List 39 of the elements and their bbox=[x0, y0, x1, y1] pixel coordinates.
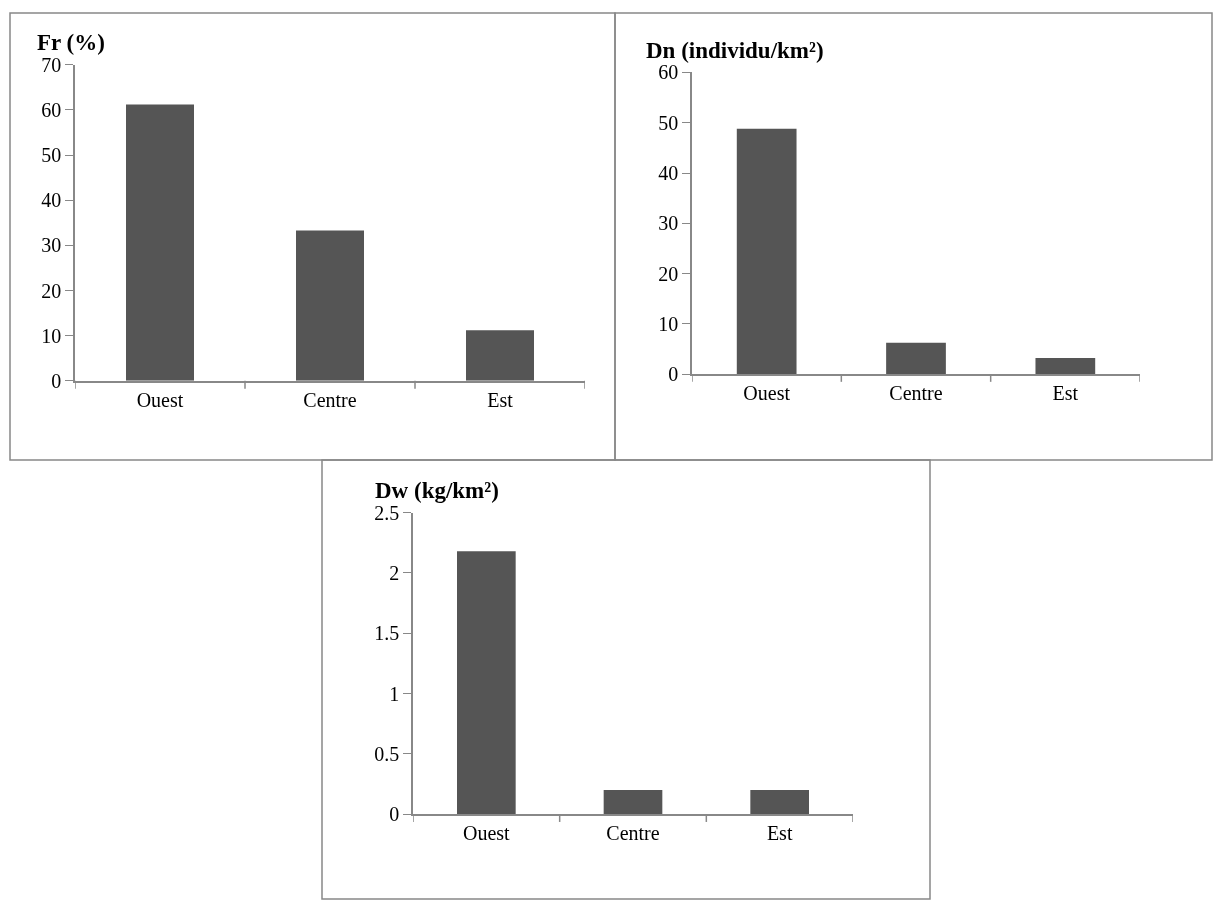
x-tick-label: Ouest bbox=[462, 821, 511, 844]
chart-title: Dn (individu/km²) bbox=[646, 38, 824, 63]
chart-title: Dw (kg/km²) bbox=[375, 478, 499, 503]
x-tick-label: Ouest bbox=[743, 381, 791, 404]
bar bbox=[1035, 357, 1096, 375]
x-tick-label: Ouest bbox=[136, 388, 184, 411]
x-tick-label: Est bbox=[1052, 381, 1079, 404]
x-tick-label: Est bbox=[487, 388, 514, 411]
bar bbox=[296, 230, 364, 381]
y-tick-label: 2 bbox=[389, 561, 400, 584]
y-tick-label: 20 bbox=[658, 262, 679, 285]
y-tick-label: 0 bbox=[668, 363, 679, 386]
y-tick-label: 0 bbox=[51, 369, 62, 392]
y-tick-label: 40 bbox=[41, 189, 62, 212]
y-tick-label: 50 bbox=[41, 144, 62, 167]
bar bbox=[466, 330, 534, 381]
y-tick-label: 60 bbox=[41, 98, 62, 121]
chart-title: Fr (%) bbox=[37, 30, 105, 55]
y-tick-label: 1 bbox=[389, 682, 400, 705]
x-tick-label: Centre bbox=[889, 381, 943, 404]
y-tick-label: 30 bbox=[658, 212, 679, 235]
y-tick-label: 0 bbox=[389, 803, 400, 826]
y-tick-label: 40 bbox=[658, 162, 679, 184]
bar bbox=[886, 342, 946, 375]
y-tick-label: 1.5 bbox=[374, 622, 400, 645]
x-tick-label: Centre bbox=[606, 821, 660, 844]
x-tick-label: Est bbox=[766, 821, 793, 844]
bar bbox=[126, 104, 194, 381]
y-tick-label: 2.5 bbox=[374, 501, 400, 524]
y-tick-label: 60 bbox=[658, 61, 679, 84]
y-tick-label: 20 bbox=[41, 279, 62, 302]
y-tick-label: 70 bbox=[41, 53, 62, 76]
y-tick-label: 50 bbox=[658, 111, 679, 134]
y-tick-label: 0.5 bbox=[374, 742, 400, 765]
y-tick-label: 10 bbox=[658, 312, 679, 335]
x-tick-label: Centre bbox=[303, 388, 357, 411]
bar bbox=[736, 128, 797, 375]
y-tick-label: 30 bbox=[41, 234, 62, 257]
y-tick-label: 10 bbox=[41, 324, 62, 347]
